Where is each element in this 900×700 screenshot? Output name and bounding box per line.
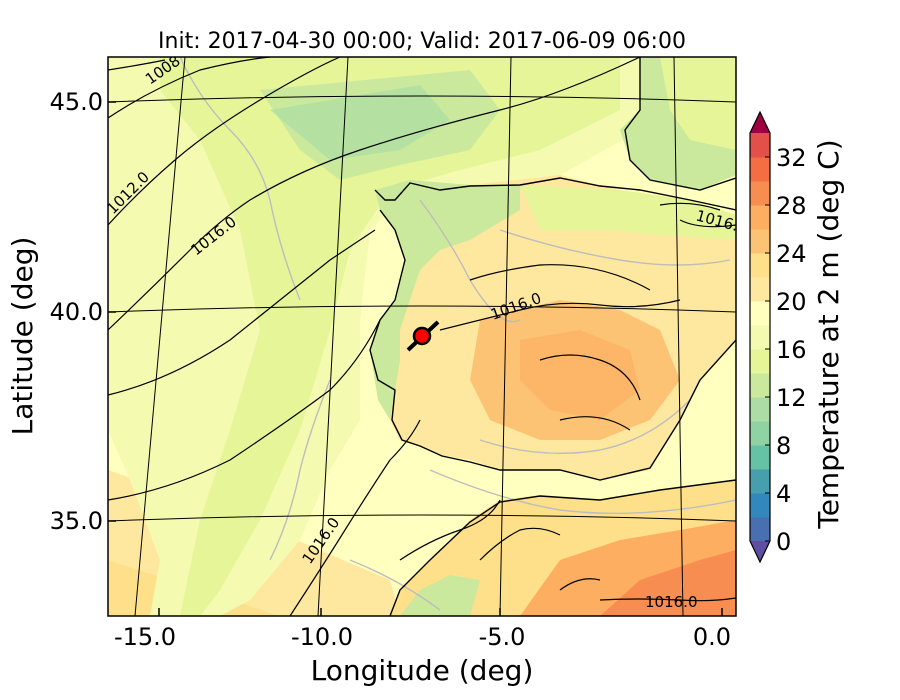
colorbar-swatches bbox=[750, 133, 770, 542]
africa-green-coast bbox=[400, 575, 480, 616]
colorbar-swatch bbox=[750, 181, 770, 206]
y-tick-45: 45.0 bbox=[50, 88, 103, 116]
colorbar-swatch bbox=[750, 253, 770, 278]
france-warm bbox=[660, 57, 736, 150]
colorbar-swatch bbox=[750, 373, 770, 398]
x-axis-label: Longitude (deg) bbox=[311, 654, 534, 687]
colorbar-swatch bbox=[750, 397, 770, 422]
colorbar-tick-label: 8 bbox=[776, 432, 791, 460]
iberia-green-coast bbox=[370, 180, 520, 420]
temperature-isolines bbox=[179, 57, 736, 611]
map-area: 1008 1012.0 1016.0 1016.0 1016.0 1016.0 … bbox=[108, 57, 736, 616]
colorbar-tick-label: 24 bbox=[776, 240, 807, 268]
colorbar-swatch bbox=[750, 421, 770, 446]
x-tick-minus15: -15.0 bbox=[114, 623, 176, 651]
x-tick-minus5: -5.0 bbox=[479, 623, 526, 651]
colorbar-swatch bbox=[750, 493, 770, 518]
colorbar-tick-label: 32 bbox=[776, 144, 807, 172]
iberia-north-band bbox=[520, 185, 736, 240]
colorbar-swatch bbox=[750, 205, 770, 230]
graticule bbox=[108, 57, 736, 616]
y-axis-label: Latitude (deg) bbox=[6, 237, 39, 436]
colorbar-swatch bbox=[750, 325, 770, 350]
colorbar-max-arrow bbox=[750, 112, 770, 133]
y-tick-35: 35.0 bbox=[50, 507, 103, 535]
colorbar-swatch bbox=[750, 517, 770, 542]
colorbar-min-arrow bbox=[750, 541, 770, 562]
coastlines bbox=[369, 57, 736, 616]
cooler-atlantic bbox=[160, 57, 620, 616]
colorbar-swatch bbox=[750, 229, 770, 254]
axis-tick-marks bbox=[108, 101, 723, 616]
colorbar-tick-label: 28 bbox=[776, 192, 807, 220]
colorbar-swatch bbox=[750, 469, 770, 494]
location-marker bbox=[412, 326, 432, 346]
x-tick-minus10: -10.0 bbox=[291, 623, 353, 651]
colorbar-tick-label: 0 bbox=[776, 528, 791, 556]
y-tick-40: 40.0 bbox=[50, 298, 103, 326]
contour-label-1016-e: 1016.0 bbox=[645, 593, 698, 611]
colorbar-swatch bbox=[750, 277, 770, 302]
cold-patch bbox=[270, 85, 450, 160]
map-frame bbox=[107, 56, 737, 617]
warm-sea-band-2 bbox=[108, 560, 280, 616]
colorbar-swatch bbox=[750, 445, 770, 470]
colorbar-tick-label: 16 bbox=[776, 336, 807, 364]
x-tick-0: 0.0 bbox=[693, 623, 731, 651]
colorbar-tick-label: 20 bbox=[776, 288, 807, 316]
colorbar-label: Temperature at 2 m (deg C) bbox=[812, 139, 845, 529]
colorbar-tick-label: 12 bbox=[776, 384, 807, 412]
map-title: Init: 2017-04-30 00:00; Valid: 2017-06-0… bbox=[158, 29, 686, 54]
iberia-hottest bbox=[520, 330, 640, 420]
colorbar-tick-label: 4 bbox=[776, 480, 791, 508]
colorbar-swatch bbox=[750, 301, 770, 326]
colorbar-swatch bbox=[750, 349, 770, 374]
colorbar-swatch bbox=[750, 157, 770, 182]
colorbar-swatch bbox=[750, 133, 770, 158]
colorbar-ticks: 0 4 8 12 16 20 24 28 32 bbox=[765, 144, 807, 556]
pressure-contours bbox=[108, 57, 736, 616]
colorbar: 0 4 8 12 16 20 24 28 32 bbox=[749, 110, 807, 564]
